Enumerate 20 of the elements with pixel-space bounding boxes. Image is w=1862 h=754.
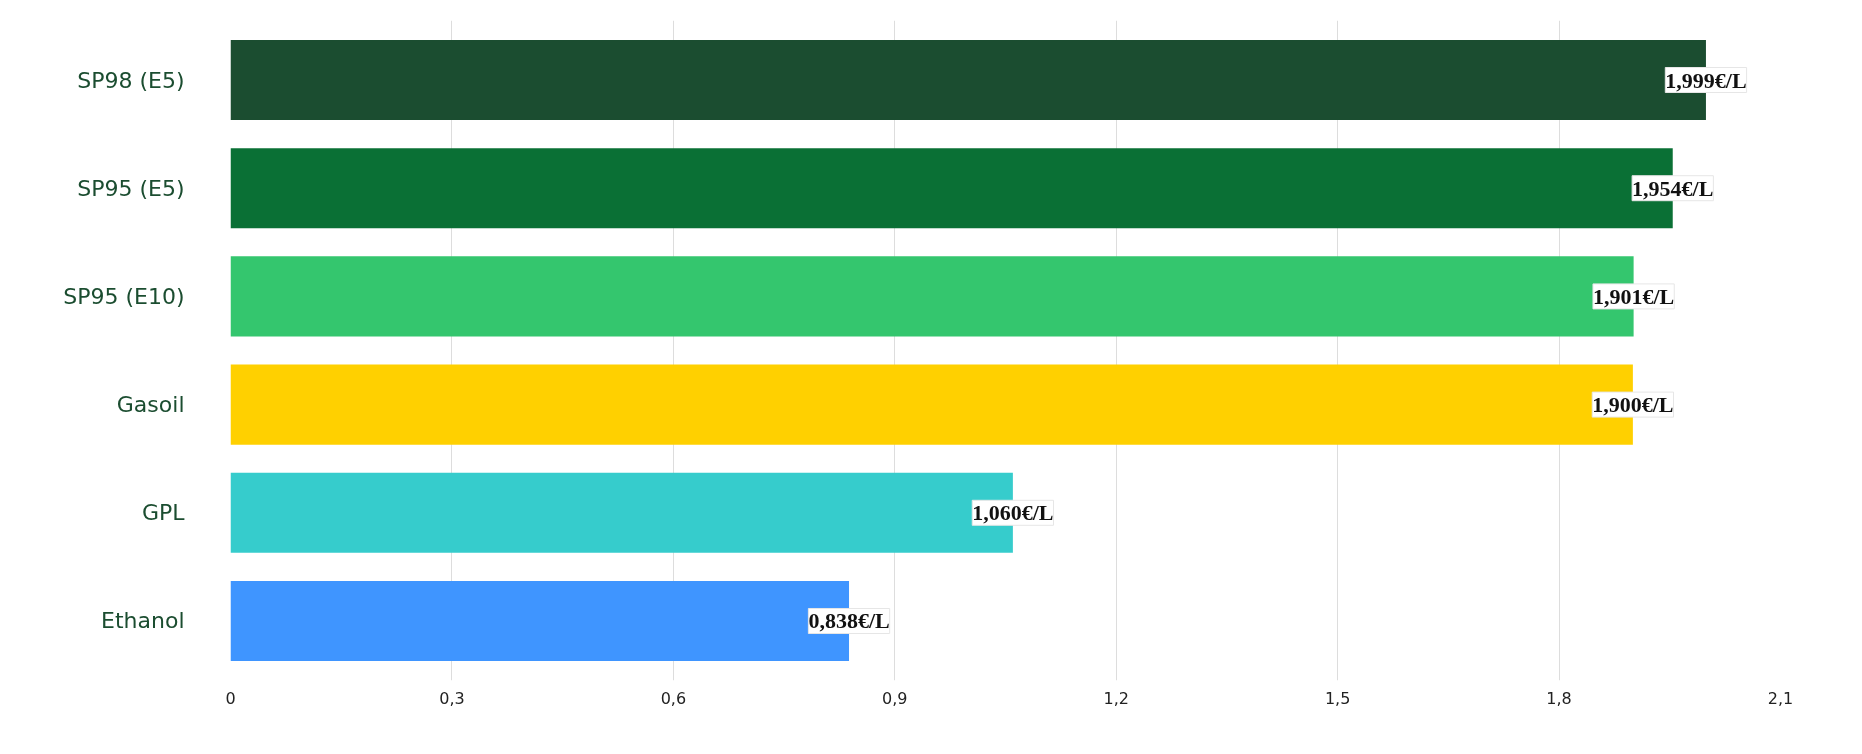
x-tick-label: 1,8 bbox=[1546, 688, 1572, 708]
data-label: 1,060€/L bbox=[972, 500, 1054, 526]
y-tick-label: SP95 (E5) bbox=[77, 175, 185, 201]
data-label: 1,954€/L bbox=[1632, 175, 1714, 201]
x-tick-label: 0 bbox=[225, 688, 236, 708]
x-tick-label: 2,1 bbox=[1767, 688, 1794, 708]
x-tick-label: 1,2 bbox=[1103, 688, 1129, 708]
x-tick-label: 0,9 bbox=[882, 688, 908, 708]
x-tick-label: 1,5 bbox=[1324, 688, 1351, 708]
data-label: 0,838€/L bbox=[808, 608, 890, 634]
x-tick-label: 0,6 bbox=[660, 688, 687, 708]
data-label: 1,900€/L bbox=[1592, 392, 1674, 418]
y-tick-label: Gasoil bbox=[116, 392, 185, 418]
y-tick-label: Ethanol bbox=[101, 608, 185, 634]
y-tick-label: SP98 (E5) bbox=[77, 67, 185, 93]
y-tick-label: GPL bbox=[141, 500, 186, 526]
x-tick-label: 0,3 bbox=[439, 688, 465, 708]
data-label: 1,999€/L bbox=[1665, 67, 1747, 93]
y-tick-label: SP95 (E10) bbox=[63, 283, 185, 309]
data-label: 1,901€/L bbox=[1592, 283, 1675, 309]
